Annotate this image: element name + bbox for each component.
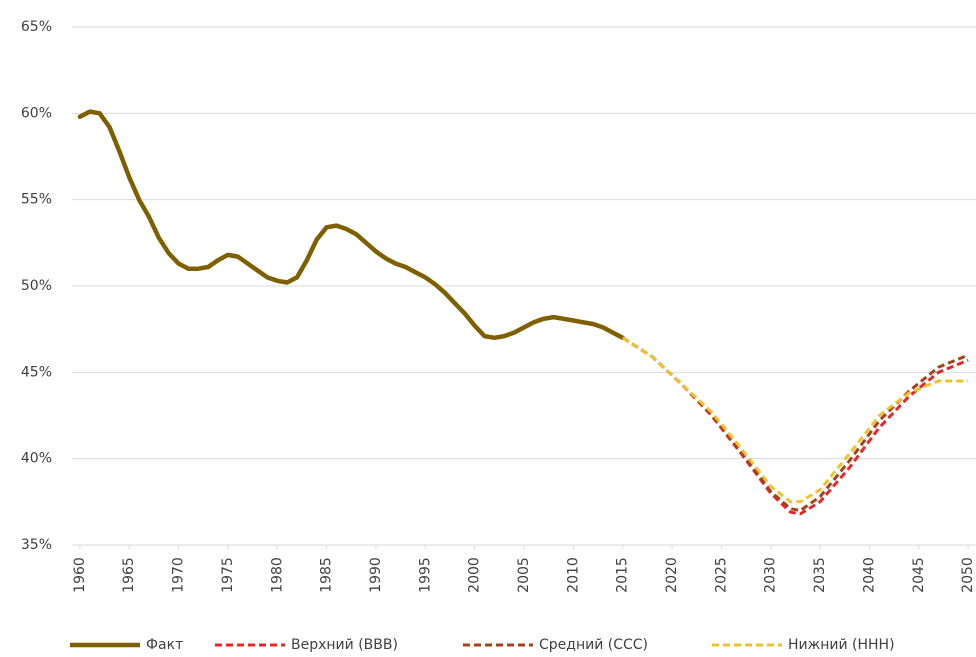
x-tick-label: 2040 <box>861 557 877 593</box>
x-tick-label: 2030 <box>763 557 779 593</box>
series-line <box>77 109 625 341</box>
x-tick-label: 2050 <box>960 557 976 593</box>
y-tick-label: 55% <box>21 192 52 208</box>
x-tick-label: 1975 <box>220 557 236 593</box>
y-tick-label: 60% <box>21 105 52 121</box>
legend-label: Факт <box>146 637 183 653</box>
legend-label: Нижний (ННН) <box>788 637 895 653</box>
x-tick-label: 1995 <box>417 557 433 593</box>
x-tick-label: 1980 <box>269 557 285 593</box>
x-tick-label: 2010 <box>565 557 581 593</box>
x-tick-label: 1985 <box>319 557 335 593</box>
x-tick-label: 1960 <box>72 557 88 593</box>
x-tick-label: 2020 <box>664 557 680 593</box>
legend-label: Верхний (ВВВ) <box>291 637 398 653</box>
x-tick-label: 2005 <box>516 557 532 593</box>
y-tick-label: 65% <box>21 19 52 35</box>
y-tick-label: 35% <box>21 537 52 553</box>
x-tick-label: 2000 <box>467 557 483 593</box>
x-tick-label: 1965 <box>121 557 137 593</box>
series-line <box>621 336 969 512</box>
x-tick-label: 2015 <box>615 557 631 593</box>
y-tick-label: 45% <box>21 364 52 380</box>
legend-label: Средний (ССС) <box>539 637 648 653</box>
x-tick-label: 1970 <box>171 557 187 593</box>
y-tick-label: 50% <box>21 278 52 294</box>
x-tick-label: 2045 <box>911 557 927 593</box>
series-line <box>621 336 969 504</box>
x-tick-label: 2035 <box>812 557 828 593</box>
series-line <box>621 336 969 516</box>
x-tick-label: 2025 <box>713 557 729 593</box>
x-tick-label: 1990 <box>368 557 384 593</box>
y-tick-label: 40% <box>21 451 52 467</box>
